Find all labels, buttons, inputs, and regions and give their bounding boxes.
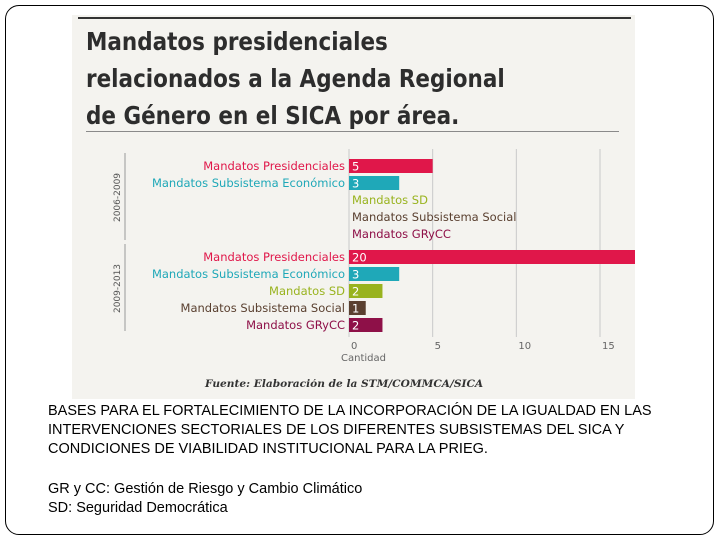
chart-title: Mandatos presidenciales relacionados a l…	[86, 27, 505, 130]
bar	[349, 250, 635, 264]
note-sd: SD: Seguridad Democrática	[48, 500, 228, 516]
source-note: Fuente: Elaboración de la STM/COMMCA/SIC…	[205, 379, 484, 390]
x-tick-label: 0	[351, 341, 357, 352]
bar-value-label: 5	[352, 160, 359, 174]
bar-value-label: 1	[352, 302, 359, 316]
slide: Mandatos presidenciales relacionados a l…	[5, 5, 714, 535]
bar-category-label: Mandatos Subsistema Social	[181, 301, 345, 315]
bar	[349, 284, 383, 298]
body-text: BASES PARA EL FORTALECIMIENTO DE LA INCO…	[48, 403, 652, 457]
bar-value-label: 3	[352, 177, 359, 191]
bar-category-label: Mandatos GRyCC	[352, 227, 451, 241]
x-tick-label: 15	[602, 341, 615, 352]
x-axis-label: Cantidad	[341, 353, 386, 364]
bar	[349, 267, 400, 281]
group-label: 2006-2009	[113, 173, 123, 222]
chart-figure: Mandatos presidenciales relacionados a l…	[72, 15, 635, 399]
bar-category-label: Mandatos Subsistema Social	[352, 210, 516, 224]
bar-category-label: Mandatos Presidenciales	[203, 250, 345, 264]
bar-category-label: Mandatos GRyCC	[246, 318, 345, 332]
bar-category-label: Mandatos Subsistema Económico	[152, 176, 345, 190]
bar-category-label: Mandatos SD	[352, 193, 428, 207]
x-tick-label: 10	[518, 341, 531, 352]
bar-category-label: Mandatos Subsistema Económico	[152, 267, 345, 281]
bar-value-label: 20	[352, 251, 367, 265]
bar	[349, 159, 433, 173]
note-gr-cc: GR y CC: Gestión de Riesgo y Cambio Clim…	[48, 481, 363, 497]
body-paragraph: BASES PARA EL FORTALECIMIENTO DE LA INCO…	[48, 402, 708, 459]
top-rule	[78, 17, 631, 19]
title-rule	[86, 131, 619, 132]
bar-value-label: 2	[352, 319, 359, 333]
abbreviation-notes: GR y CC: Gestión de Riesgo y Cambio Clim…	[48, 480, 362, 518]
bar-value-label: 3	[352, 268, 359, 282]
x-tick-label: 5	[435, 341, 441, 352]
bar	[349, 176, 400, 190]
bar-value-label: 2	[352, 285, 359, 299]
bar-category-label: Mandatos Presidenciales	[203, 159, 345, 173]
bar	[349, 318, 383, 332]
bar	[349, 301, 366, 315]
group-label: 2009-2013	[113, 264, 123, 313]
bar-category-label: Mandatos SD	[269, 284, 345, 298]
